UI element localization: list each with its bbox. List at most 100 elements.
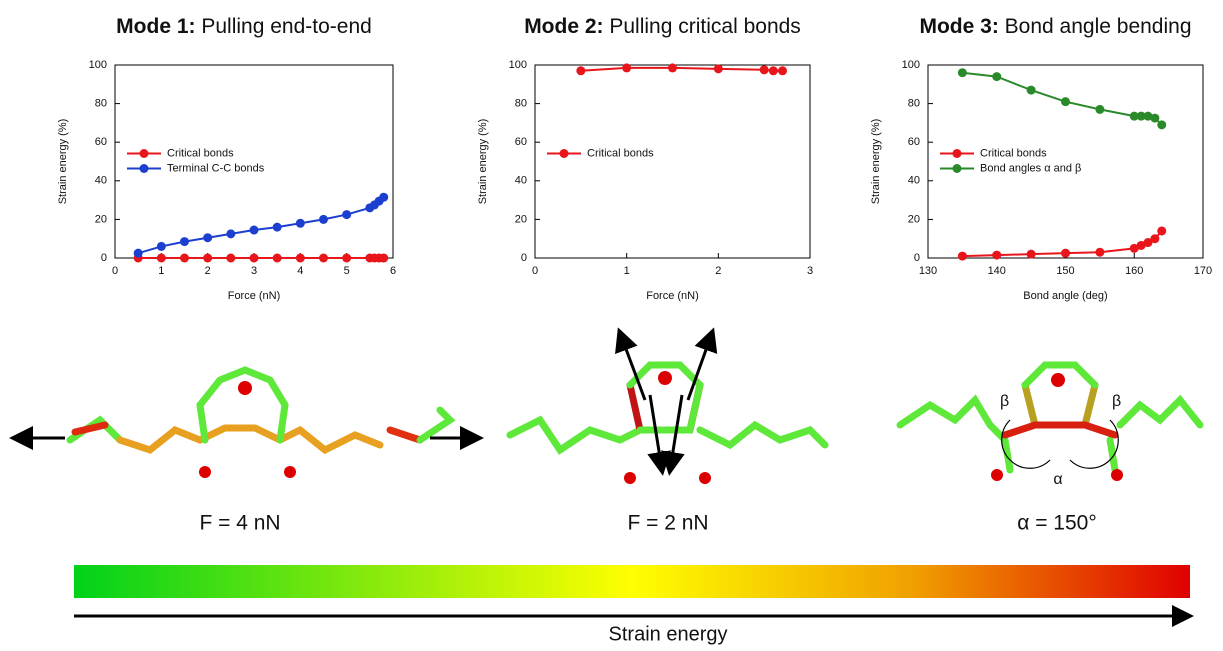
point	[1157, 226, 1166, 235]
point	[1027, 250, 1036, 259]
x-tick-label: 2	[715, 265, 721, 277]
chart-title: Mode 2: Pulling critical bonds	[524, 15, 801, 38]
point	[1150, 234, 1159, 243]
point	[714, 64, 723, 73]
x-tick-label: 3	[251, 265, 257, 277]
y-tick-label: 40	[95, 175, 107, 187]
point	[203, 233, 212, 242]
y-tick-label: 0	[521, 252, 527, 264]
y-tick-label: 0	[101, 252, 107, 264]
legend-marker	[140, 164, 149, 173]
point	[1027, 86, 1036, 95]
x-tick-label: 3	[807, 265, 813, 277]
point	[180, 254, 189, 263]
x-tick-label: 1	[158, 265, 164, 277]
point	[226, 229, 235, 238]
point	[1095, 105, 1104, 114]
point	[250, 254, 259, 263]
chart-title: Mode 3: Bond angle bending	[919, 15, 1191, 38]
molecule-3: β β α	[900, 365, 1200, 488]
y-tick-label: 20	[515, 213, 527, 225]
x-axis-label: Force (nN)	[228, 290, 281, 302]
colorbar-label: Strain energy	[609, 623, 728, 645]
point	[992, 251, 1001, 260]
point	[992, 72, 1001, 81]
caption: F = 2 nN	[627, 512, 708, 535]
x-tick-label: 1	[624, 265, 630, 277]
x-tick-label: 4	[297, 265, 303, 277]
arrow-head	[1172, 605, 1194, 627]
x-tick-label: 160	[1125, 265, 1143, 277]
x-tick-label: 6	[390, 265, 396, 277]
y-tick-label: 80	[95, 98, 107, 110]
x-tick-label: 170	[1194, 265, 1212, 277]
caption: α = 150°	[1017, 512, 1097, 535]
x-axis-label: Bond angle (deg)	[1023, 290, 1107, 302]
point	[1157, 120, 1166, 129]
x-tick-label: 130	[919, 265, 937, 277]
legend-label: Critical bonds	[587, 147, 654, 159]
point	[319, 254, 328, 263]
x-tick-label: 150	[1056, 265, 1074, 277]
point	[157, 242, 166, 251]
point	[958, 68, 967, 77]
point	[1095, 248, 1104, 257]
point	[769, 66, 778, 75]
point	[379, 193, 388, 202]
point	[250, 226, 259, 235]
angle-label: α	[1053, 471, 1062, 488]
point	[273, 223, 282, 232]
plot-frame	[535, 65, 810, 258]
point	[760, 65, 769, 74]
point	[134, 249, 143, 258]
y-tick-label: 100	[89, 59, 107, 71]
angle-label: β	[1000, 393, 1009, 410]
point	[342, 254, 351, 263]
legend-label: Bond angles α and β	[980, 162, 1081, 174]
y-tick-label: 60	[515, 136, 527, 148]
y-tick-label: 100	[902, 59, 920, 71]
point	[296, 254, 305, 263]
point	[203, 254, 212, 263]
point	[319, 215, 328, 224]
y-tick-label: 20	[908, 213, 920, 225]
point	[576, 66, 585, 75]
legend-marker	[560, 149, 569, 158]
legend-label: Terminal C-C bonds	[167, 162, 265, 174]
x-tick-label: 0	[112, 265, 118, 277]
y-tick-label: 40	[515, 175, 527, 187]
y-tick-label: 40	[908, 175, 920, 187]
x-tick-label: 2	[205, 265, 211, 277]
colorbar	[74, 565, 1190, 598]
molecule-2	[510, 333, 825, 484]
x-tick-label: 140	[988, 265, 1006, 277]
figure: β β α F = 4 nN F = 2 nN α = 150° Strain …	[0, 0, 1223, 646]
legend-marker	[953, 149, 962, 158]
point	[778, 66, 787, 75]
x-tick-label: 5	[344, 265, 350, 277]
angle-label: β	[1112, 393, 1121, 410]
point	[1150, 114, 1159, 123]
point	[958, 252, 967, 261]
point	[273, 254, 282, 263]
point	[622, 63, 631, 72]
y-axis-label: Strain energy (%)	[477, 119, 489, 205]
point	[379, 254, 388, 263]
legend-marker	[953, 164, 962, 173]
y-tick-label: 60	[908, 136, 920, 148]
series-line	[581, 68, 783, 71]
point	[342, 210, 351, 219]
x-tick-label: 0	[532, 265, 538, 277]
y-tick-label: 80	[908, 98, 920, 110]
y-axis-label: Strain energy (%)	[57, 119, 69, 205]
x-axis-label: Force (nN)	[646, 290, 699, 302]
caption: F = 4 nN	[199, 512, 280, 535]
y-tick-label: 100	[509, 59, 527, 71]
point	[296, 219, 305, 228]
point	[180, 237, 189, 246]
y-tick-label: 80	[515, 98, 527, 110]
chart-title: Mode 1: Pulling end-to-end	[116, 15, 372, 38]
point	[157, 254, 166, 263]
point	[226, 254, 235, 263]
point	[1061, 249, 1070, 258]
